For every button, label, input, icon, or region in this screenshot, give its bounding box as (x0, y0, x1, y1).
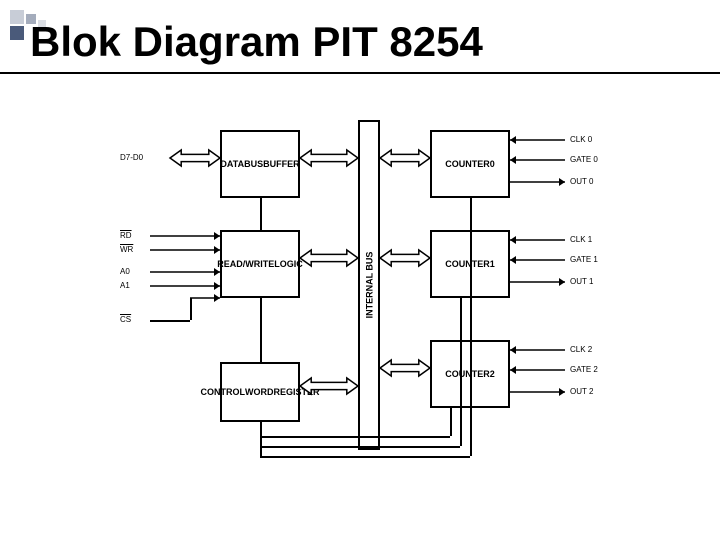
signal-gate2: GATE 2 (570, 365, 598, 374)
signal-clk1: CLK 1 (570, 235, 592, 244)
signal-gate1: GATE 1 (570, 255, 598, 264)
signal-wr: WR (120, 245, 133, 254)
signal-out1: OUT 1 (570, 277, 593, 286)
internal-bus: INTERNAL BUS (358, 120, 380, 450)
signal-clk2: CLK 2 (570, 345, 592, 354)
block-counter0: COUNTER0 (430, 130, 510, 198)
bidir-arrow-dbus-to-data (170, 150, 220, 166)
bidir-arrow-bus-to-c0 (380, 150, 430, 166)
signal-gate0: GATE 0 (570, 155, 598, 164)
block-control-word: CONTROLWORDREGISTER (220, 362, 300, 422)
bidir-arrow-bus-to-c2 (380, 360, 430, 376)
bidir-arrow-data-to-bus (300, 150, 358, 166)
bidir-arrow-bus-to-c1 (380, 250, 430, 266)
block-diagram: INTERNAL BUS DATABUSBUFFER READ/WRITELOGIC… (90, 100, 630, 480)
signal-a1: A1 (120, 281, 130, 290)
internal-bus-label: INTERNAL BUS (364, 252, 374, 319)
block-data-bus-buffer: DATABUSBUFFER (220, 130, 300, 198)
signal-out0: OUT 0 (570, 177, 593, 186)
title-underline (0, 72, 720, 74)
bidir-arrow-rw-to-bus (300, 250, 358, 266)
signal-cs: CS (120, 315, 131, 324)
signal-clk0: CLK 0 (570, 135, 592, 144)
signal-d7-d0: D7-D0 (120, 153, 143, 162)
signal-out2: OUT 2 (570, 387, 593, 396)
signal-a0: A0 (120, 267, 130, 276)
bidir-arrow-cw-to-bus (300, 378, 358, 394)
page-title: Blok Diagram PIT 8254 (30, 18, 483, 66)
signal-rd: RD (120, 231, 132, 240)
block-rw-logic: READ/WRITELOGIC (220, 230, 300, 298)
